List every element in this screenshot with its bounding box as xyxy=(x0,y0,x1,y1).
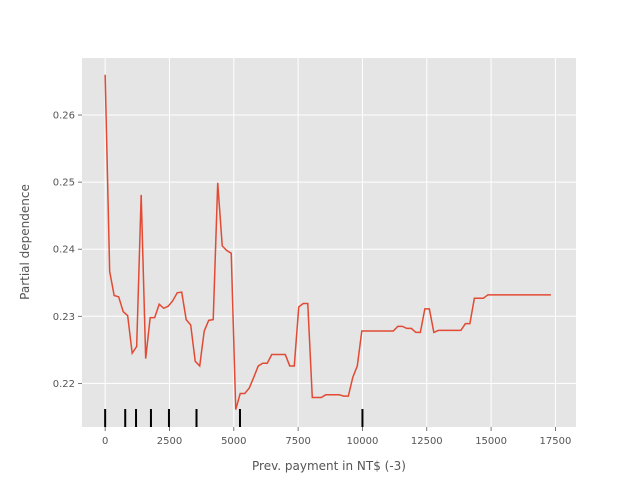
x-tick-labels: 0 2500 5000 7500 10000 12500 15000 17500 xyxy=(102,427,571,447)
y-tick-label: 0.25 xyxy=(53,178,75,189)
y-axis-label: Partial dependence xyxy=(18,184,32,300)
x-tick-label: 10000 xyxy=(347,436,379,447)
y-tick-label: 0.26 xyxy=(53,111,75,122)
x-tick-label: 15000 xyxy=(475,436,507,447)
plot-background xyxy=(82,58,576,427)
x-tick-label: 0 xyxy=(102,436,108,447)
x-tick-label: 2500 xyxy=(157,436,182,447)
grid xyxy=(82,58,576,427)
y-tick-labels: 0.22 0.23 0.24 0.25 0.26 xyxy=(53,111,82,390)
x-axis-label: Prev. payment in NT$ (-3) xyxy=(252,459,406,473)
y-tick-label: 0.24 xyxy=(53,245,75,256)
y-tick-label: 0.22 xyxy=(53,379,75,390)
x-tick-label: 5000 xyxy=(221,436,246,447)
x-tick-label: 7500 xyxy=(285,436,310,447)
y-tick-label: 0.23 xyxy=(53,312,75,323)
x-tick-label: 12500 xyxy=(411,436,443,447)
partial-dependence-line xyxy=(104,74,551,410)
x-tick-label: 17500 xyxy=(540,436,572,447)
rug-marks xyxy=(104,409,364,427)
